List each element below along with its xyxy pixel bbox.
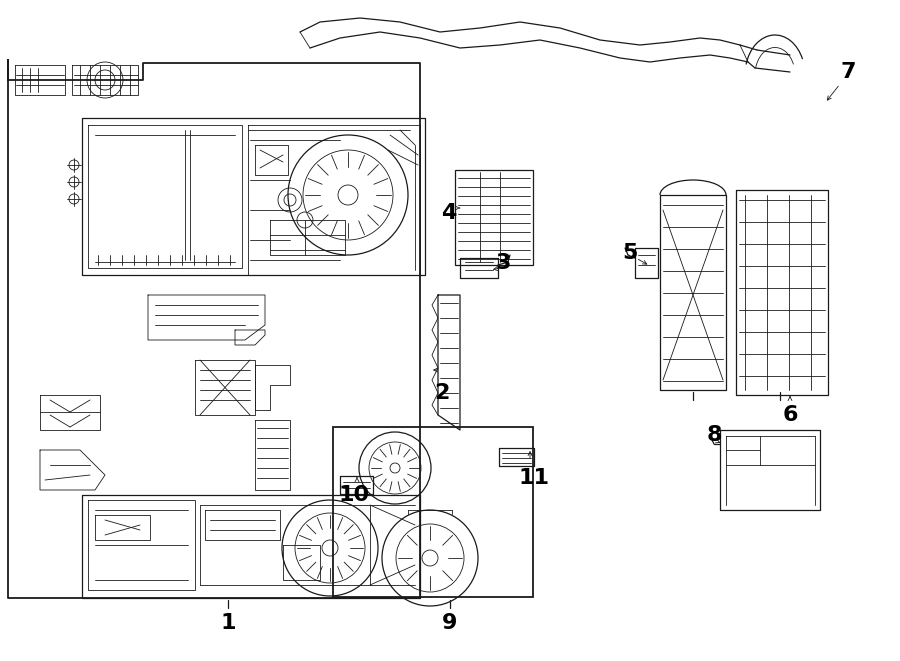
- Text: 5: 5: [622, 243, 638, 263]
- Text: 8: 8: [706, 425, 722, 445]
- Bar: [455, 170, 533, 265]
- Text: 1: 1: [220, 613, 236, 633]
- Bar: [333, 427, 533, 597]
- Text: 7: 7: [841, 62, 856, 82]
- Text: 10: 10: [338, 485, 370, 505]
- Text: 3: 3: [495, 253, 510, 273]
- Text: 4: 4: [441, 203, 456, 223]
- Text: 6: 6: [782, 405, 797, 425]
- Text: 2: 2: [435, 383, 450, 403]
- Text: 9: 9: [442, 613, 458, 633]
- Text: 11: 11: [518, 468, 550, 488]
